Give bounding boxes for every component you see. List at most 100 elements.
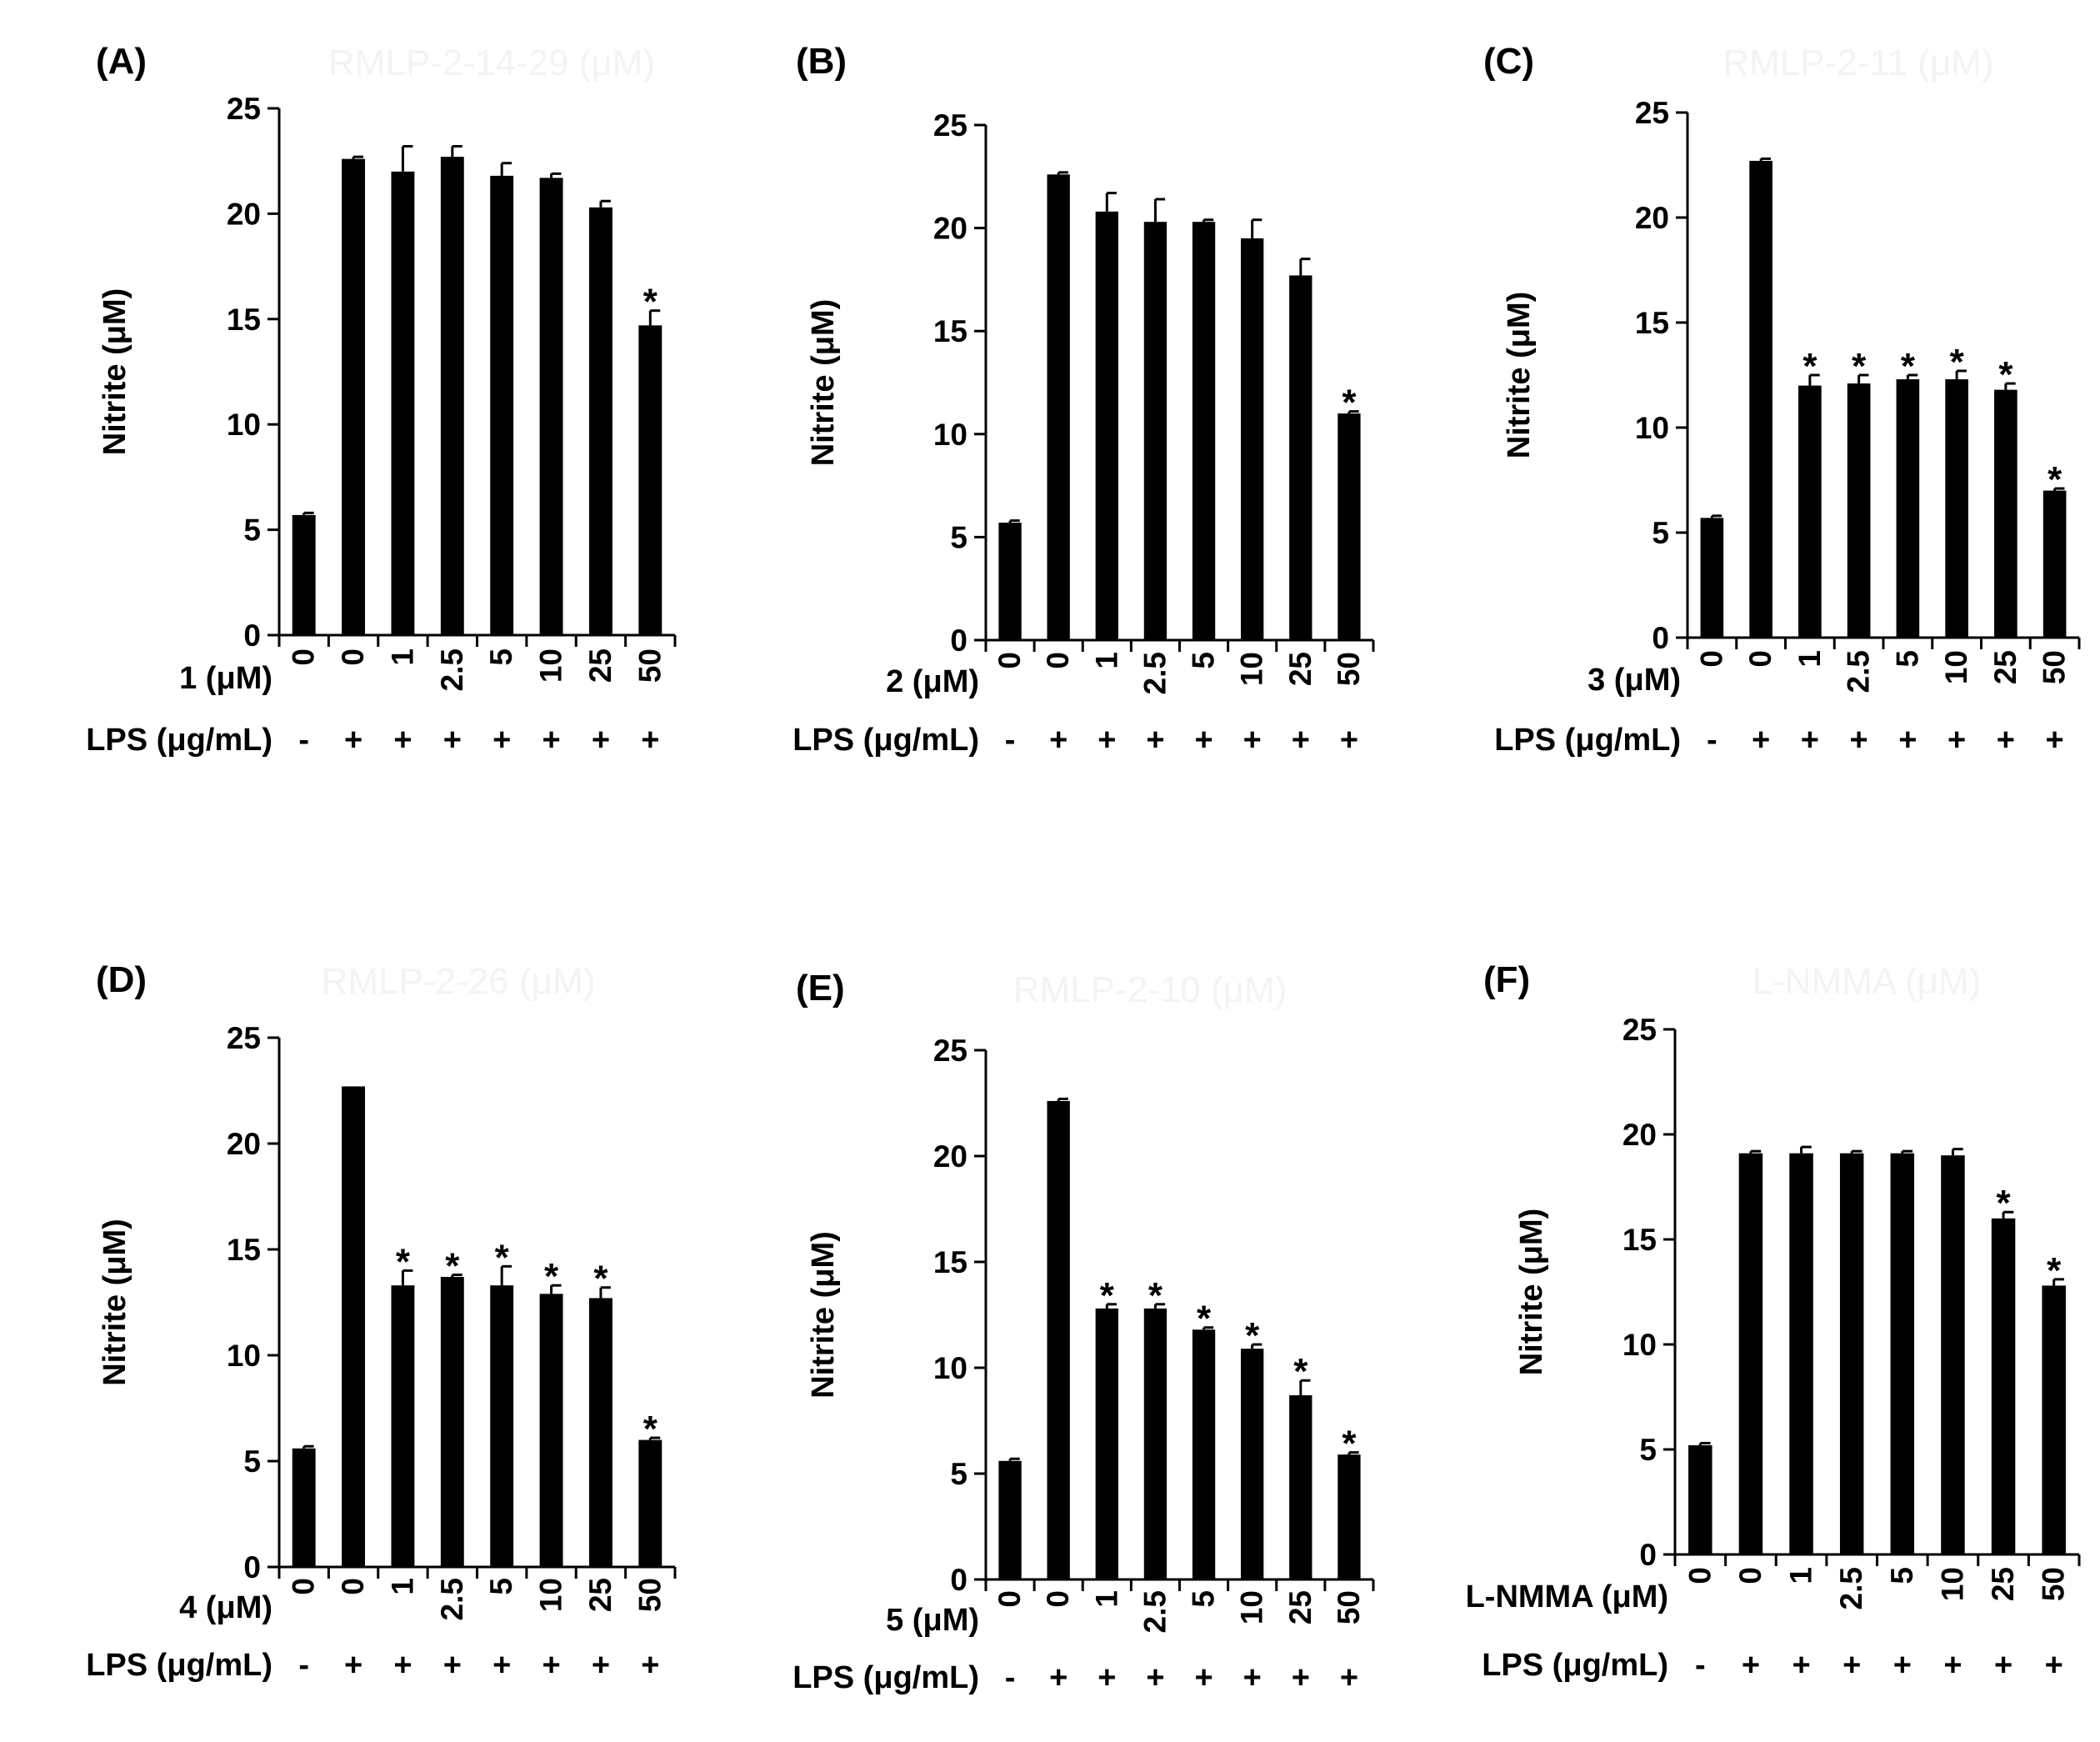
significance-star: *: [1342, 1424, 1357, 1464]
x-tick-label: 5: [1187, 652, 1221, 669]
lps-label: LPS (μg/mL): [792, 723, 979, 758]
panel-label: (C): [1483, 41, 1534, 82]
x-tick-label: 1: [385, 1578, 419, 1595]
lps-sign: +: [492, 723, 511, 758]
bar: [638, 1439, 662, 1567]
bar: [1289, 1395, 1312, 1579]
compound-label: 3 (μM): [1588, 663, 1681, 698]
bar: [1994, 389, 2018, 638]
significance-star: *: [1100, 1275, 1115, 1316]
x-tick-label: 0: [336, 1578, 370, 1595]
lps-sign: +: [1948, 723, 1966, 758]
bar: [539, 178, 563, 635]
lps-sign: +: [1340, 1660, 1358, 1695]
ghost-title: RMLP-2-14-29 (μM): [328, 43, 655, 83]
lps-sign: +: [1943, 1648, 1962, 1683]
significance-star: *: [1950, 342, 1965, 383]
significance-star: *: [1293, 1351, 1308, 1392]
lps-sign: -: [1695, 1648, 1706, 1683]
lps-label: LPS (μg/mL): [86, 1648, 272, 1683]
y-tick-label: 5: [950, 1457, 968, 1491]
y-tick-label: 15: [227, 303, 261, 337]
lps-sign: +: [1146, 723, 1164, 758]
significance-star: *: [445, 1245, 460, 1286]
lps-sign: +: [1146, 1660, 1164, 1695]
panel-label: (F): [1483, 959, 1530, 1000]
lps-sign: +: [1098, 723, 1116, 758]
x-tick-label: 10: [1235, 1590, 1269, 1624]
lps-sign: +: [393, 723, 412, 758]
x-tick-label: 0: [1041, 1590, 1075, 1608]
y-tick-label: 10: [933, 1351, 968, 1385]
y-axis-label: Nitrite (μM): [98, 288, 132, 456]
significance-star: *: [1852, 346, 1867, 387]
bar: [1700, 518, 1724, 638]
bar: [1798, 385, 1822, 638]
lps-sign: +: [393, 1648, 412, 1683]
lps-sign: -: [298, 1648, 309, 1683]
y-tick-label: 20: [1622, 1118, 1657, 1152]
significance-star: *: [495, 1237, 510, 1278]
significance-star: *: [544, 1256, 559, 1297]
x-tick-label: 50: [2037, 1567, 2071, 1601]
significance-star: *: [1998, 354, 2013, 395]
bar: [342, 158, 366, 635]
x-tick-label: 50: [1332, 652, 1366, 686]
bar: [342, 1086, 366, 1567]
y-tick-label: 5: [243, 1444, 261, 1479]
y-tick-label: 5: [950, 520, 968, 554]
bar: [588, 1298, 612, 1567]
chart-panel-b: (B) 0 5 10 15 20 25 Nitrite (μM) 0 - 0 +1 +2.5 +5 +10 +…: [792, 41, 1375, 758]
y-tick-label: 15: [1635, 306, 1669, 340]
lps-sign: +: [2045, 1648, 2063, 1683]
y-tick-label: 5: [1652, 516, 1669, 550]
compound-label: 5 (μM): [886, 1603, 979, 1638]
y-tick-label: 20: [227, 1127, 261, 1161]
x-tick-label: 25: [1283, 652, 1318, 686]
lps-sign: +: [641, 723, 659, 758]
significance-star: *: [1802, 346, 1818, 387]
x-tick-label: 10: [1939, 650, 1973, 684]
lps-label: LPS (μg/mL): [1482, 1648, 1668, 1683]
x-tick-label: 25: [583, 1578, 618, 1612]
bar: [2042, 490, 2067, 638]
lps-sign: +: [344, 1648, 362, 1683]
lps-sign: +: [1898, 723, 1917, 758]
y-axis-label: Nitrite (μM): [806, 299, 841, 467]
bar: [1047, 1100, 1070, 1579]
significance-star: *: [1342, 383, 1357, 423]
lps-sign: +: [1194, 1660, 1212, 1695]
y-tick-label: 0: [243, 618, 261, 653]
x-tick-label: 25: [1988, 650, 2022, 684]
x-tick-label: 25: [583, 648, 618, 683]
y-tick-label: 0: [950, 1563, 968, 1597]
lps-sign: -: [1005, 723, 1016, 758]
lps-sign: +: [1292, 723, 1310, 758]
significance-star: *: [643, 1409, 658, 1449]
y-tick-label: 20: [1635, 201, 1669, 235]
bar: [292, 514, 316, 635]
x-tick-label: 1: [385, 648, 419, 666]
x-tick-label: 2.5: [1842, 650, 1876, 693]
lps-sign: +: [1194, 723, 1212, 758]
y-tick-label: 10: [1622, 1328, 1657, 1362]
y-tick-label: 25: [227, 92, 261, 126]
bar: [1095, 1308, 1118, 1579]
significance-star: *: [2047, 1250, 2062, 1291]
x-tick-label: 0: [992, 652, 1027, 669]
bar: [1789, 1153, 1813, 1554]
bar: [1896, 379, 1920, 638]
y-tick-label: 10: [227, 1339, 261, 1373]
ghost-title: L-NMMA (μM): [1752, 961, 1982, 1002]
bar: [539, 1294, 563, 1567]
y-axis-label: Nitrite (μM): [98, 1219, 132, 1386]
x-tick-label: 0: [1743, 650, 1778, 668]
bar: [1143, 222, 1168, 640]
lps-sign: +: [2046, 723, 2064, 758]
bar: [1095, 211, 1118, 641]
